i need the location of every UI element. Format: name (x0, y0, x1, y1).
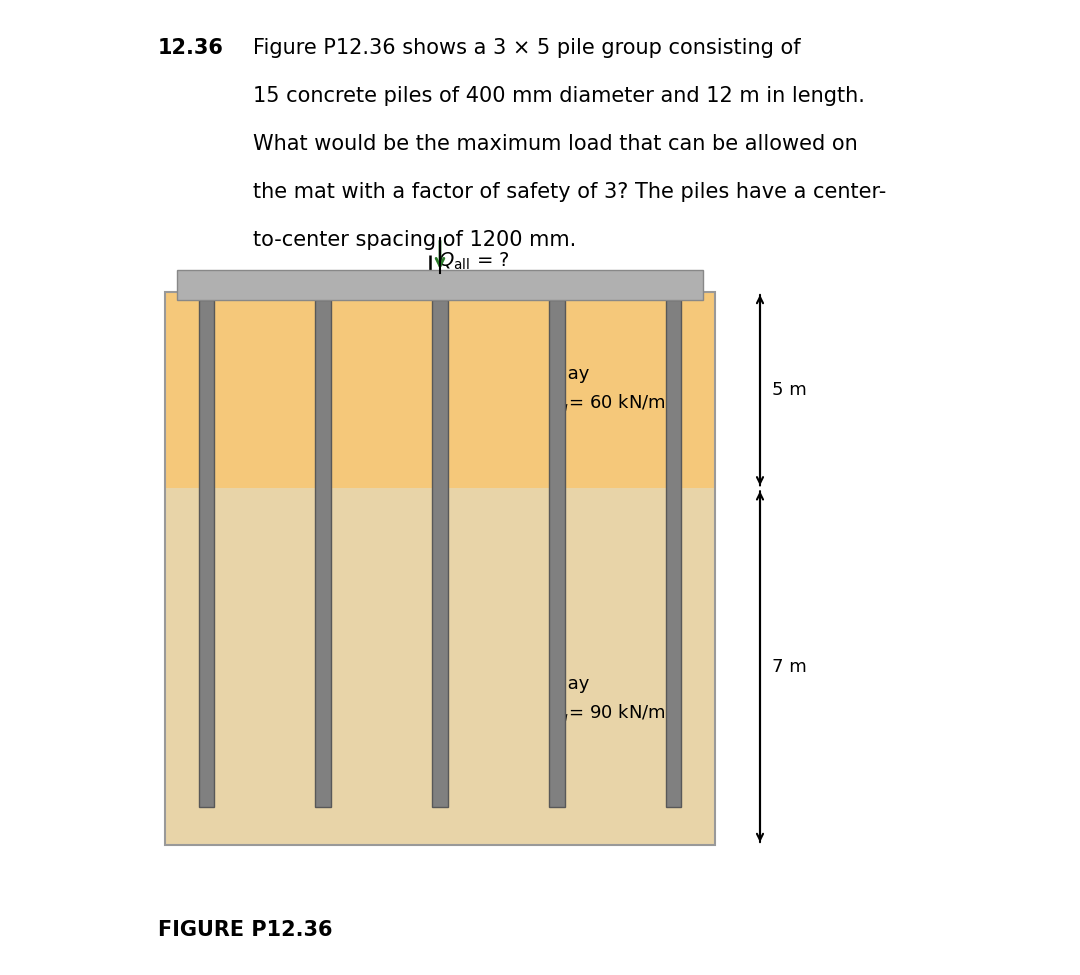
Bar (315, 300, 330, 807)
Text: $Q_{\mathrm{all}}$ = ?: $Q_{\mathrm{all}}$ = ? (438, 251, 510, 272)
Text: What would be the maximum load that can be allowed on: What would be the maximum load that can … (253, 134, 858, 154)
Text: the mat with a factor of safety of 3? The piles have a center-: the mat with a factor of safety of 3? Th… (253, 182, 887, 202)
Bar (177, 270, 703, 300)
Text: 15 concrete piles of 400 mm diameter and 12 m in length.: 15 concrete piles of 400 mm diameter and… (253, 86, 865, 106)
Bar (432, 300, 448, 807)
Bar (165, 488, 715, 845)
Text: 12.36: 12.36 (158, 38, 224, 58)
Text: Clay: Clay (550, 676, 590, 693)
Bar (666, 300, 681, 807)
Bar (165, 292, 715, 845)
Text: $c_u$= 60 kN/m$^2$: $c_u$= 60 kN/m$^2$ (550, 391, 674, 414)
Text: Clay: Clay (550, 366, 590, 383)
Text: to-center spacing of 1200 mm.: to-center spacing of 1200 mm. (253, 230, 577, 250)
Bar (165, 292, 715, 488)
Text: 5 m: 5 m (772, 381, 807, 399)
Text: $c_u$= 90 kN/m$^2$: $c_u$= 90 kN/m$^2$ (550, 701, 674, 724)
Bar (549, 300, 565, 807)
Text: FIGURE P12.36: FIGURE P12.36 (158, 920, 333, 940)
Bar (199, 300, 214, 807)
Text: 7 m: 7 m (772, 658, 807, 676)
Text: Figure P12.36 shows a 3 × 5 pile group consisting of: Figure P12.36 shows a 3 × 5 pile group c… (253, 38, 800, 58)
